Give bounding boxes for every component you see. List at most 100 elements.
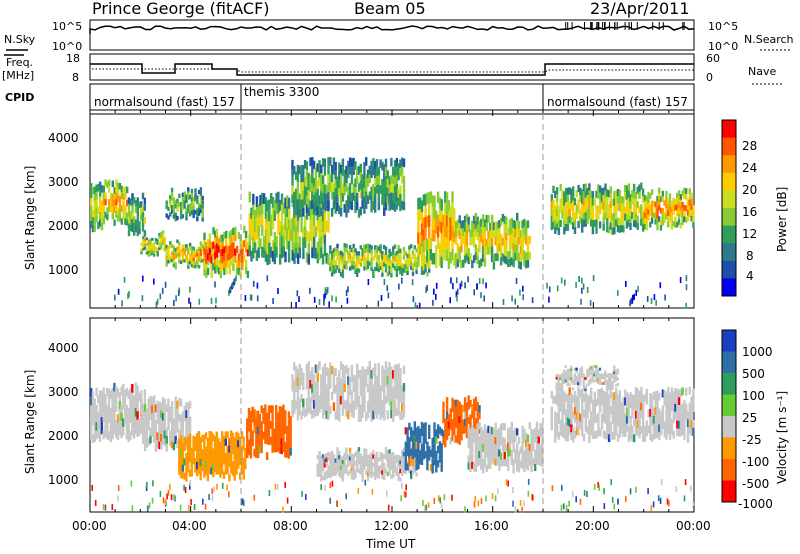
radar-cell — [435, 436, 438, 444]
radar-cell — [305, 204, 309, 213]
radar-cell — [354, 265, 357, 270]
radar-cell — [363, 377, 366, 387]
radar-cell — [170, 196, 174, 201]
radar-cell — [199, 451, 202, 459]
radar-cell — [642, 410, 645, 419]
radar-cell — [352, 462, 355, 468]
radar-cell — [185, 194, 188, 199]
radar-cell — [611, 227, 614, 235]
nsearch-tick-top: 10^5 — [708, 20, 738, 33]
radar-cell — [316, 472, 319, 477]
radar-cell — [230, 244, 233, 252]
radar-cell — [579, 421, 582, 430]
radar-cell — [286, 195, 289, 207]
radar-cell — [591, 374, 594, 377]
radar-cell — [264, 404, 267, 413]
radar-cell — [415, 434, 418, 442]
radar-cell — [345, 456, 348, 461]
radar-cell — [178, 193, 181, 198]
radar-cell — [359, 378, 362, 388]
radar-cell — [383, 369, 386, 378]
radar-cell — [334, 162, 337, 171]
radar-cell — [566, 425, 570, 434]
radar-cell — [365, 244, 368, 249]
radar-cell — [393, 244, 397, 249]
radar-cell — [151, 237, 154, 241]
ground-speckle — [452, 283, 454, 290]
ground-speckle — [401, 277, 403, 284]
radar-cell — [663, 211, 666, 218]
radar-cell — [370, 249, 373, 254]
radar-cell — [287, 443, 291, 451]
ground-speckle — [473, 289, 475, 296]
radar-cell — [321, 454, 325, 459]
radar-cell — [386, 255, 389, 260]
radar-cell — [613, 365, 616, 369]
radar-cell — [307, 378, 310, 387]
radar-cell — [352, 265, 355, 270]
radar-cell — [194, 436, 197, 444]
radar-cell — [604, 190, 607, 198]
radar-cell — [424, 239, 427, 252]
radar-cell — [420, 266, 424, 271]
radar-cell — [523, 250, 526, 259]
radar-cell — [564, 409, 568, 418]
ground-speckle — [305, 493, 307, 500]
radar-cell — [402, 184, 406, 193]
radar-cell — [469, 457, 472, 465]
ground-speckle — [497, 488, 499, 495]
radar-cell — [291, 400, 294, 409]
radar-cell — [445, 215, 449, 227]
radar-cell — [442, 408, 445, 416]
radar-cell — [586, 216, 589, 224]
radar-cell — [577, 388, 580, 396]
radar-cell — [188, 246, 192, 250]
radar-cell — [454, 435, 458, 443]
radar-cell — [158, 247, 161, 251]
radar-cell — [498, 456, 501, 464]
radar-cell — [366, 454, 370, 460]
radar-cell — [221, 438, 224, 446]
radar-cell — [266, 436, 269, 445]
radar-cell — [357, 468, 361, 473]
radar-cell — [334, 264, 337, 269]
radar-cell — [577, 220, 580, 229]
radar-cell — [312, 391, 316, 401]
radar-cell — [330, 182, 334, 191]
radar-cell — [375, 185, 379, 194]
radar-cell — [323, 234, 327, 246]
radar-cell — [582, 409, 586, 418]
radar-cell — [264, 208, 268, 219]
radar-cell — [330, 450, 334, 456]
radar-cell — [111, 422, 114, 431]
ground-speckle — [234, 277, 236, 284]
radar-cell — [393, 266, 397, 271]
ground-speckle — [211, 488, 213, 495]
radar-cell — [201, 208, 204, 213]
radar-cell — [643, 200, 647, 207]
ground-speckle — [228, 289, 230, 296]
radar-cell — [115, 198, 118, 206]
radar-cell — [383, 412, 386, 421]
radar-cell — [294, 188, 298, 198]
radar-cell — [174, 262, 177, 266]
radar-cell — [397, 389, 400, 398]
radar-cell — [523, 436, 526, 444]
xtick-2400: 00:00 — [676, 519, 711, 533]
radar-cell — [388, 253, 391, 258]
radar-cell — [334, 170, 337, 180]
radar-cell — [183, 251, 186, 256]
radar-cell — [167, 245, 170, 250]
radar-cell — [361, 191, 364, 200]
radar-cell — [330, 259, 334, 264]
radar-cell — [401, 174, 404, 184]
radar-cell — [259, 205, 262, 217]
radar-cell — [126, 186, 129, 194]
radar-cell — [250, 250, 253, 262]
radar-cell — [523, 226, 526, 235]
radar-cell — [115, 211, 118, 218]
radar-cell — [309, 174, 312, 184]
radar-cell — [147, 245, 150, 249]
ground-speckle — [193, 504, 196, 510]
radar-cell — [90, 190, 93, 199]
